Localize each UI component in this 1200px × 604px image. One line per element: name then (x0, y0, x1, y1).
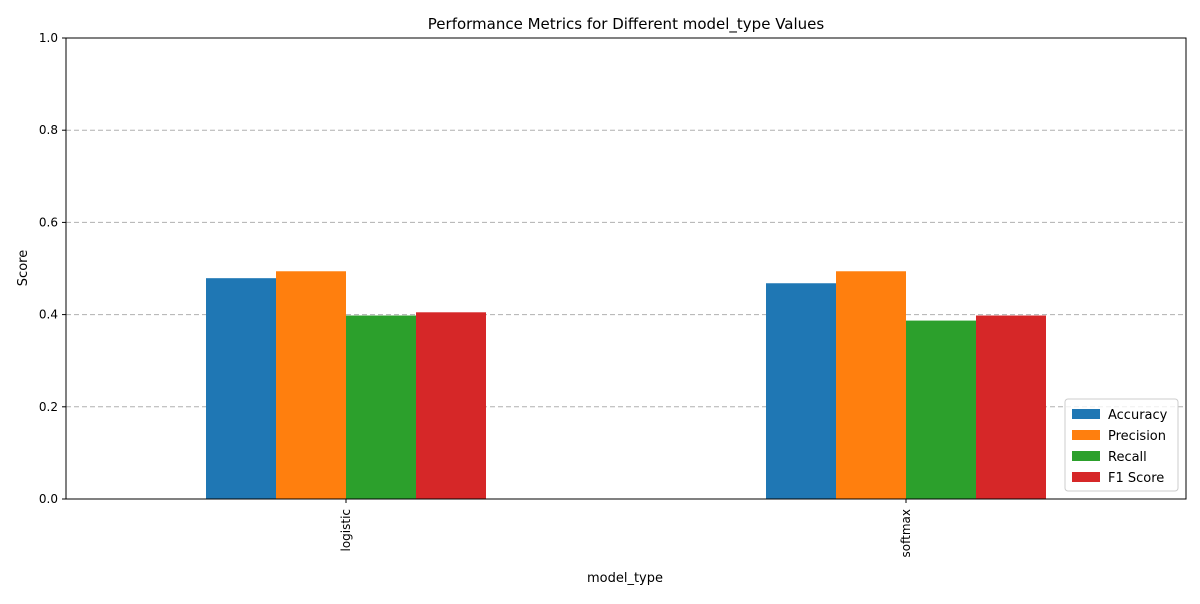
legend: Accuracy Precision Recall F1 Score (1064, 398, 1179, 492)
y-axis-label: Score (16, 250, 31, 286)
legend-swatch (1072, 409, 1100, 419)
ticks: 0.0 0.2 0.4 0.6 0.8 1.0 logistic softmax (39, 31, 913, 557)
legend-label: Accuracy (1108, 408, 1168, 423)
bar-accuracy-logistic (206, 278, 276, 499)
legend-label: Recall (1108, 450, 1147, 465)
x-tick-label: softmax (899, 509, 913, 557)
bar-precision-logistic (276, 271, 346, 499)
y-tick-label: 0.4 (39, 308, 58, 322)
axes-frame (65, 37, 1187, 500)
y-tick-label: 0.2 (39, 400, 58, 414)
chart-title: Performance Metrics for Different model_… (428, 15, 825, 34)
legend-label: Precision (1108, 429, 1166, 444)
legend-label: F1 Score (1108, 471, 1164, 486)
axes (65, 37, 1187, 500)
bar-f1-score-logistic (416, 312, 486, 499)
bar-recall-logistic (346, 315, 416, 499)
legend-swatch (1072, 430, 1100, 440)
y-tick-label: 1.0 (39, 31, 58, 45)
bars (206, 271, 1046, 499)
y-tick-label: 0.6 (39, 215, 58, 229)
legend-swatch (1072, 451, 1100, 461)
y-tick-label: 0.0 (39, 492, 58, 506)
x-axis-label: model_type (587, 571, 663, 586)
bar-f1-score-softmax (976, 315, 1046, 499)
bar-precision-softmax (836, 271, 906, 499)
bar-accuracy-softmax (766, 283, 836, 499)
x-tick-label: logistic (339, 509, 353, 552)
legend-box (1064, 398, 1179, 492)
bar-recall-softmax (906, 320, 976, 499)
y-tick-label: 0.8 (39, 123, 58, 137)
legend-swatch (1072, 472, 1100, 482)
legend-items: Accuracy Precision Recall F1 Score (1072, 408, 1168, 486)
